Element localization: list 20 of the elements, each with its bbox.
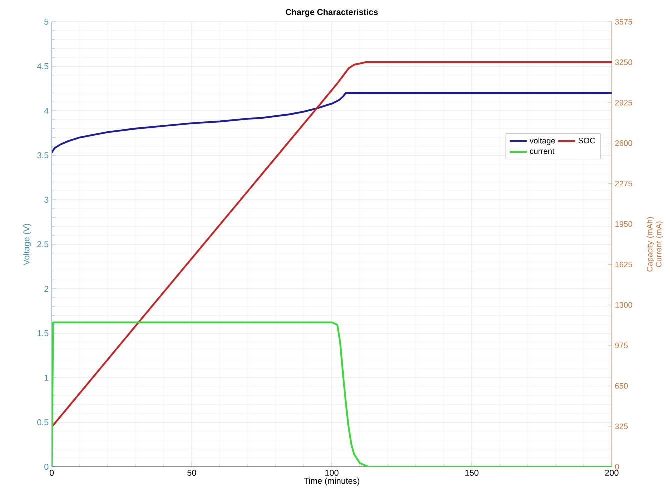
y-tick-label: 3.5 — [38, 152, 49, 158]
x-tick-label: 200 — [605, 470, 619, 476]
y-tick-label: 3 — [44, 197, 49, 203]
y-tick-label: 4 — [44, 108, 49, 114]
line-series — [52, 322, 612, 467]
y-tick-label: 1 — [44, 375, 49, 381]
y-tick-label: 2 — [44, 286, 49, 292]
x-tick-label: 50 — [188, 470, 196, 476]
y-tick-label: 5 — [44, 19, 49, 25]
y-tick-label: 1.5 — [38, 330, 49, 336]
x-axis-title: Time (minutes) — [304, 478, 360, 486]
x-tick-label: 100 — [326, 470, 339, 476]
x-tick-label: 150 — [466, 470, 479, 476]
chart-title: Charge Characteristics — [286, 9, 378, 18]
y-axis-title: Voltage (V) — [23, 224, 32, 266]
y-tick-label: 0 — [44, 464, 49, 470]
x-tick-label: 0 — [50, 470, 54, 476]
y-tick-label: 2.5 — [38, 242, 49, 248]
y-tick-label: 0.5 — [38, 420, 49, 426]
y-tick-label: 4.5 — [37, 64, 49, 70]
